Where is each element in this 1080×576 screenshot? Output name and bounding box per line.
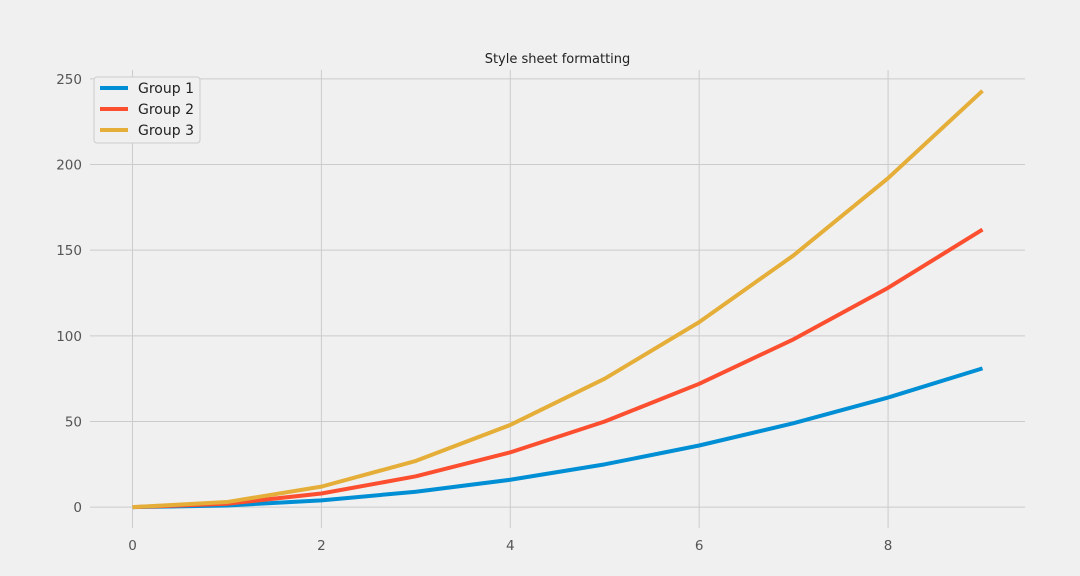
y-tick-label: 0: [73, 500, 82, 516]
series-lines: [132, 89, 984, 510]
x-tick-label: 6: [695, 538, 704, 554]
legend-box: [93, 76, 201, 144]
x-tick-label: 4: [506, 538, 515, 554]
y-tick-label: 250: [56, 72, 82, 88]
legend-label: Group 3: [138, 123, 194, 139]
x-tick-label: 2: [317, 538, 326, 554]
chart-title: Style sheet formatting: [485, 52, 631, 67]
legend-label: Group 2: [138, 102, 194, 118]
axis-tick-labels: 0 2 4 6 8 0 50 100 150 200 250: [56, 72, 892, 554]
legend: Group 1 Group 2 Group 3: [93, 76, 201, 144]
legend-label: Group 1: [138, 81, 194, 97]
y-tick-label: 150: [56, 243, 82, 259]
series-line-group-1: [132, 366, 984, 510]
x-tick-label: 0: [128, 538, 137, 554]
y-tick-label: 200: [56, 157, 82, 173]
x-tick-label: 8: [884, 538, 893, 554]
y-tick-label: 100: [56, 329, 82, 345]
series-line-group-3: [132, 89, 984, 510]
series-line-group-2: [132, 227, 984, 510]
grid: [90, 70, 1025, 528]
y-tick-label: 50: [65, 415, 82, 431]
